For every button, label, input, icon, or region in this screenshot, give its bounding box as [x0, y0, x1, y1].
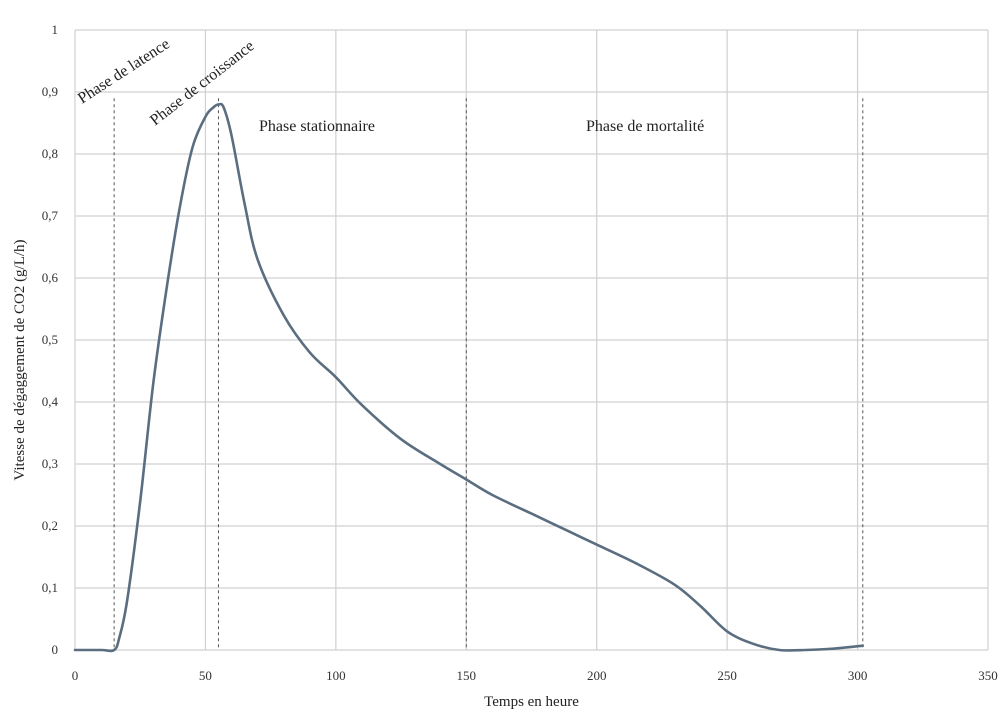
- x-tick-label: 200: [587, 668, 607, 683]
- y-tick-label: 0,9: [42, 84, 58, 99]
- x-tick-label: 0: [72, 668, 79, 683]
- phase-label-mortalite: Phase de mortalité: [586, 118, 704, 135]
- y-tick-label: 0,5: [42, 332, 58, 347]
- x-tick-labels: 0 50 100 150 200 250 300 350: [72, 668, 998, 683]
- x-tick-label: 50: [199, 668, 212, 683]
- y-tick-label: 0,1: [42, 580, 58, 595]
- grid-lines: [74, 29, 989, 651]
- y-tick-label: 0,3: [42, 456, 58, 471]
- y-tick-label: 0,6: [42, 270, 59, 285]
- phase-boundaries: [113, 98, 864, 650]
- series-line-0: [73, 102, 865, 653]
- y-tick-label: 1: [52, 22, 59, 37]
- y-axis-title: Vitesse de dégaggement de CO2 (g/L/h): [12, 239, 28, 480]
- y-tick-label: 0,7: [42, 208, 59, 223]
- x-tick-label: 300: [848, 668, 868, 683]
- x-tick-label: 150: [457, 668, 477, 683]
- x-tick-label: 250: [717, 668, 737, 683]
- y-tick-label: 0,8: [42, 146, 58, 161]
- phase-label-stationnaire: Phase stationnaire: [259, 118, 375, 135]
- y-tick-label: 0,2: [42, 518, 58, 533]
- x-tick-label: 100: [326, 668, 346, 683]
- x-tick-label: 350: [978, 668, 998, 683]
- y-tick-label: 0: [52, 642, 59, 657]
- y-tick-label: 0,4: [42, 394, 59, 409]
- series-layer: [73, 102, 865, 653]
- y-tick-labels: 0 0,1 0,2 0,3 0,4 0,5 0,6 0,7 0,8 0,9 1: [42, 22, 59, 657]
- x-axis-title: Temps en heure: [484, 694, 579, 710]
